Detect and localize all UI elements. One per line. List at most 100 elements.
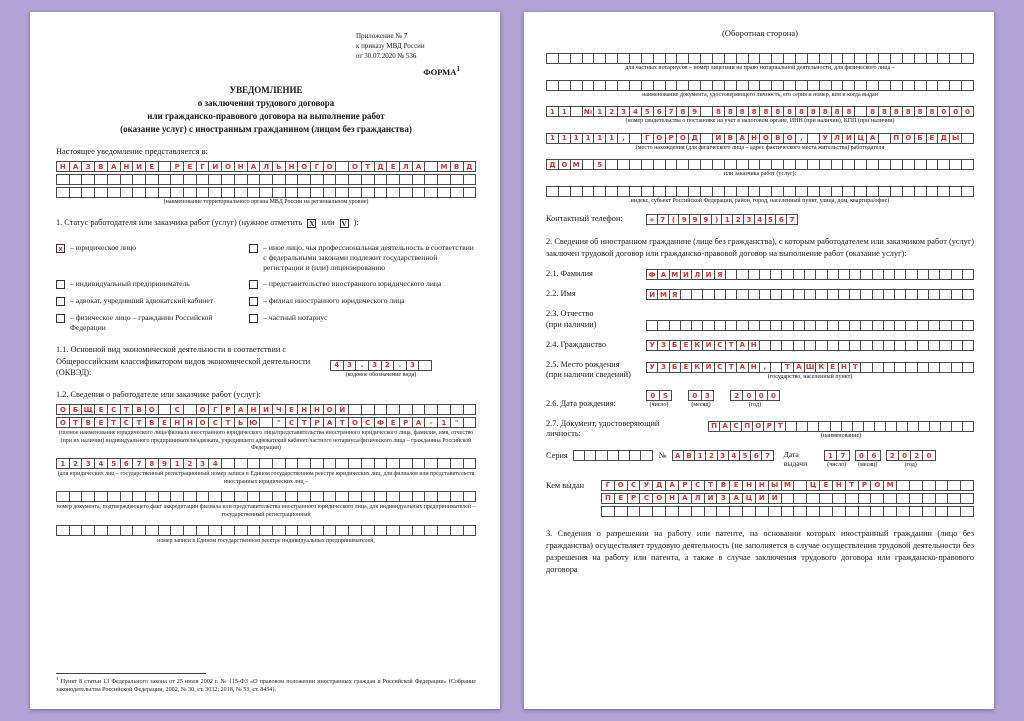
grid-cell[interactable] <box>398 404 413 416</box>
grid-cell[interactable] <box>424 458 439 470</box>
grid-cell[interactable] <box>934 479 949 491</box>
grid-cell[interactable] <box>424 161 439 173</box>
grid-cell[interactable] <box>259 174 273 186</box>
grid-cell[interactable]: Е <box>284 404 299 416</box>
grid-cell[interactable]: Н <box>754 479 769 491</box>
grid-cell[interactable] <box>81 524 96 536</box>
status-option-foreign-branch[interactable]: – филиал иностранного юридического лица <box>249 296 476 307</box>
grid-cell[interactable] <box>386 404 400 416</box>
grid-cell[interactable] <box>437 187 451 199</box>
grid-cell[interactable] <box>271 524 286 536</box>
grid-cell[interactable] <box>601 505 615 517</box>
grid-cell[interactable] <box>284 187 299 199</box>
checkbox[interactable] <box>249 243 259 253</box>
grid-cell[interactable]: О <box>144 404 159 416</box>
grid-cell[interactable]: Г <box>310 161 324 173</box>
grid-cell[interactable] <box>68 491 83 503</box>
grid-cell[interactable] <box>831 492 846 504</box>
grid-cell[interactable]: С <box>639 492 654 504</box>
grid-cell[interactable] <box>310 491 324 503</box>
status-option-legal-entity[interactable]: х – юридическое лицо <box>56 243 249 253</box>
checkbox[interactable] <box>249 297 259 307</box>
grid-cell[interactable]: 0 <box>766 390 780 402</box>
grid-cell[interactable] <box>961 53 974 64</box>
grid-cell[interactable]: С <box>690 479 705 491</box>
grid-cell[interactable] <box>348 187 362 199</box>
grid-cell[interactable] <box>68 524 83 536</box>
grid-cell[interactable]: В <box>132 404 146 416</box>
grid-cell[interactable]: А <box>322 417 337 429</box>
grid-cell[interactable]: Б <box>68 404 83 416</box>
grid-cell[interactable] <box>947 492 962 504</box>
grid-cell[interactable]: Н <box>170 417 185 429</box>
status-option-lawyer[interactable]: – адвокат, учредивший адвокатский кабине… <box>56 296 249 307</box>
grid-cell[interactable]: В <box>94 161 108 173</box>
grid-cell[interactable] <box>297 491 312 503</box>
grid-cell[interactable] <box>424 174 439 186</box>
grid-cell[interactable]: Ч <box>271 404 286 416</box>
grid-cell[interactable]: 4 <box>330 359 344 371</box>
grid-cell[interactable]: 1 <box>437 417 451 429</box>
grid-cell[interactable]: 0 <box>742 390 756 402</box>
grid-cell[interactable]: Е <box>157 417 172 429</box>
grid-cell[interactable] <box>831 505 846 517</box>
grid-cell[interactable] <box>246 491 261 503</box>
grid-cell[interactable]: О <box>195 404 210 416</box>
grid-cell[interactable] <box>677 505 692 517</box>
grid-cell[interactable] <box>284 524 299 536</box>
grid-cell[interactable]: В <box>716 479 731 491</box>
grid-cell[interactable]: С <box>106 404 121 416</box>
grid-cell[interactable]: И <box>132 161 146 173</box>
grid-cell[interactable]: Ц <box>742 492 756 504</box>
grid-cell[interactable] <box>870 492 885 504</box>
grid-cell[interactable] <box>221 187 235 199</box>
grid-cell[interactable] <box>360 187 375 199</box>
grid-cell[interactable] <box>398 187 413 199</box>
status-option-other-licensed[interactable]: – иное лицо, чья профессиональная деятел… <box>249 243 476 273</box>
grid-cell[interactable]: Е <box>183 161 197 173</box>
grid-cell[interactable] <box>437 524 451 536</box>
grid-cell[interactable]: Е <box>729 479 744 491</box>
grid-cell[interactable] <box>170 187 185 199</box>
grid-cell[interactable] <box>183 187 197 199</box>
status-option-individual-citizen[interactable]: – физическое лицо – гражданин Российской… <box>56 313 249 333</box>
grid-cell[interactable] <box>335 187 350 199</box>
grid-cell[interactable]: В <box>449 161 464 173</box>
grid-cell[interactable] <box>348 174 362 186</box>
grid-cell[interactable] <box>348 458 362 470</box>
grid-cell[interactable] <box>806 492 821 504</box>
grid-cell[interactable] <box>921 492 936 504</box>
grid-cell[interactable] <box>56 491 70 503</box>
grid-cell[interactable] <box>386 458 400 470</box>
grid-cell[interactable] <box>398 174 413 186</box>
grid-cell[interactable] <box>961 269 975 281</box>
grid-cell[interactable]: И <box>767 492 782 504</box>
grid-cell[interactable]: Г <box>208 404 223 416</box>
grid-cell[interactable]: - <box>424 417 439 429</box>
grid-cell[interactable]: У <box>639 479 654 491</box>
grid-cell[interactable] <box>716 505 731 517</box>
grid-cell[interactable] <box>195 524 210 536</box>
grid-cell[interactable] <box>449 524 464 536</box>
grid-cell[interactable]: И <box>703 492 718 504</box>
grid-cell[interactable]: А <box>411 161 426 173</box>
grid-cell[interactable]: 3 <box>81 458 96 470</box>
grid-cell[interactable] <box>373 174 388 186</box>
status-option-individual-entrepreneur[interactable]: – индивидуальный предприниматель <box>56 279 249 290</box>
grid-cell[interactable] <box>144 187 159 199</box>
grid-cell[interactable]: С <box>626 479 641 491</box>
grid-cell[interactable] <box>437 174 451 186</box>
grid-cell[interactable]: Н <box>665 492 679 504</box>
grid-cell[interactable]: И <box>208 161 223 173</box>
grid-cell[interactable]: Г <box>601 479 615 491</box>
grid-cell[interactable] <box>132 174 146 186</box>
grid-cell[interactable] <box>947 505 962 517</box>
grid-cell[interactable] <box>259 187 273 199</box>
grid-cell[interactable]: Р <box>398 417 413 429</box>
grid-cell[interactable] <box>462 524 477 536</box>
grid-cell[interactable]: Н <box>119 161 134 173</box>
grid-cell[interactable] <box>819 492 833 504</box>
grid-cell[interactable] <box>462 174 477 186</box>
grid-cell[interactable]: 3 <box>367 359 382 371</box>
grid-cell[interactable]: 0 <box>897 450 912 462</box>
